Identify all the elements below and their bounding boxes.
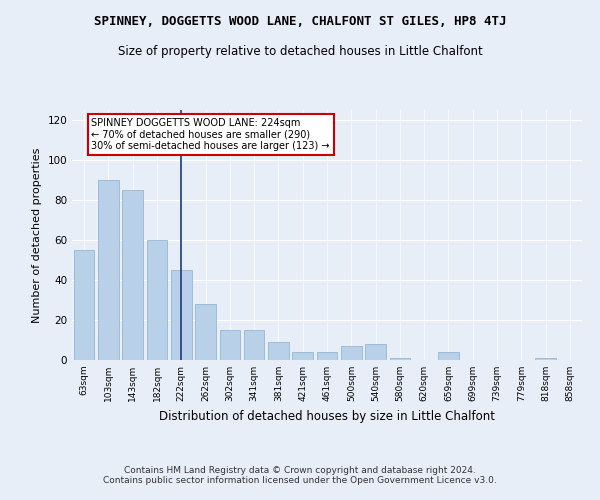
Bar: [195, 304, 216, 360]
Bar: [292, 352, 313, 360]
Bar: [268, 342, 289, 360]
Bar: [341, 346, 362, 360]
Bar: [317, 352, 337, 360]
Text: SPINNEY, DOGGETTS WOOD LANE, CHALFONT ST GILES, HP8 4TJ: SPINNEY, DOGGETTS WOOD LANE, CHALFONT ST…: [94, 15, 506, 28]
Bar: [244, 330, 265, 360]
Text: Contains HM Land Registry data © Crown copyright and database right 2024.
Contai: Contains HM Land Registry data © Crown c…: [103, 466, 497, 485]
Bar: [98, 180, 119, 360]
Bar: [438, 352, 459, 360]
Y-axis label: Number of detached properties: Number of detached properties: [32, 148, 42, 322]
Bar: [146, 240, 167, 360]
Bar: [171, 270, 191, 360]
Bar: [365, 344, 386, 360]
Bar: [74, 250, 94, 360]
X-axis label: Distribution of detached houses by size in Little Chalfont: Distribution of detached houses by size …: [159, 410, 495, 422]
Bar: [389, 358, 410, 360]
Bar: [535, 358, 556, 360]
Bar: [220, 330, 240, 360]
Text: SPINNEY DOGGETTS WOOD LANE: 224sqm
← 70% of detached houses are smaller (290)
30: SPINNEY DOGGETTS WOOD LANE: 224sqm ← 70%…: [91, 118, 330, 151]
Bar: [122, 190, 143, 360]
Text: Size of property relative to detached houses in Little Chalfont: Size of property relative to detached ho…: [118, 45, 482, 58]
